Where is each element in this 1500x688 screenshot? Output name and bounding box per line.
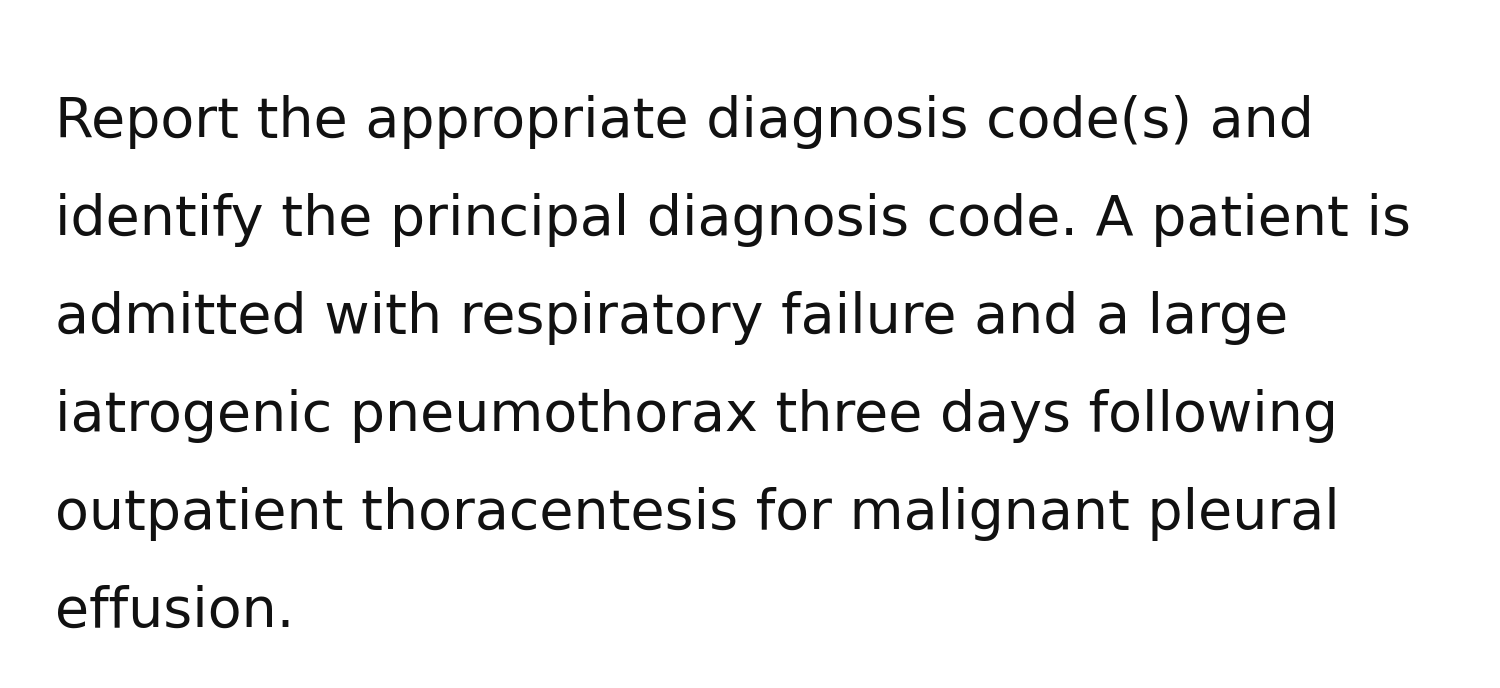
Text: iatrogenic pneumothorax three days following: iatrogenic pneumothorax three days follo…: [56, 389, 1338, 443]
Text: admitted with respiratory failure and a large: admitted with respiratory failure and a …: [56, 291, 1288, 345]
Text: outpatient thoracentesis for malignant pleural: outpatient thoracentesis for malignant p…: [56, 487, 1340, 541]
Text: effusion.: effusion.: [56, 585, 294, 639]
Text: identify the principal diagnosis code. A patient is: identify the principal diagnosis code. A…: [56, 193, 1411, 247]
Text: Report the appropriate diagnosis code(s) and: Report the appropriate diagnosis code(s)…: [56, 95, 1314, 149]
